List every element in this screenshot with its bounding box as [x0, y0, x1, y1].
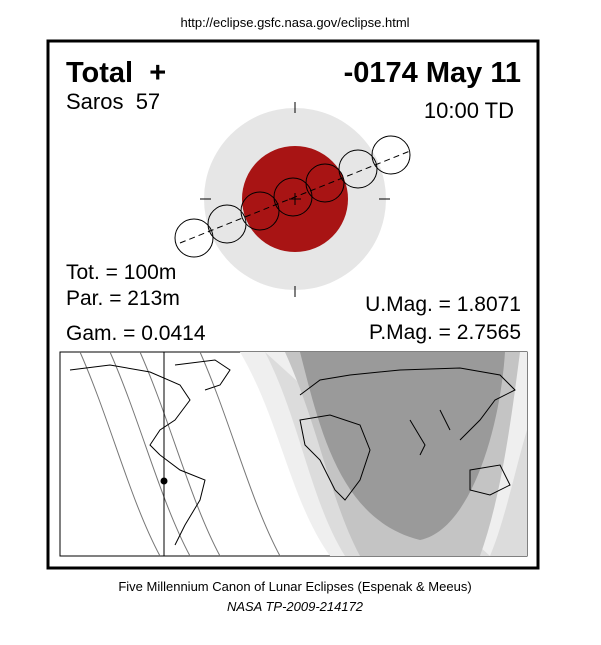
eclipse-diagram — [174, 102, 411, 297]
url: http://eclipse.gsfc.nasa.gov/eclipse.htm… — [180, 15, 409, 30]
penumbral-magnitude: P.Mag. = 2.7565 — [369, 321, 521, 344]
saros: Saros 57 — [66, 89, 160, 114]
time: 10:00 TD — [424, 98, 514, 123]
eclipse-type: Total + — [66, 57, 166, 89]
subsolar-point — [160, 477, 168, 485]
total-zone — [300, 352, 505, 540]
footer-canon: Five Millennium Canon of Lunar Eclipses … — [118, 579, 471, 594]
visibility-map — [59, 351, 528, 557]
total-duration: Tot. = 100m — [66, 261, 176, 284]
coastlines — [69, 359, 516, 546]
umbral-magnitude: U.Mag. = 1.8071 — [365, 293, 521, 316]
partial-zone — [265, 352, 527, 556]
gamma: Gam. = 0.0414 — [66, 322, 206, 345]
footer-reference: NASA TP-2009-214172 — [227, 599, 364, 614]
eclipse-date: -0174 May 11 — [344, 57, 521, 89]
partial-duration: Par. = 213m — [66, 287, 180, 310]
